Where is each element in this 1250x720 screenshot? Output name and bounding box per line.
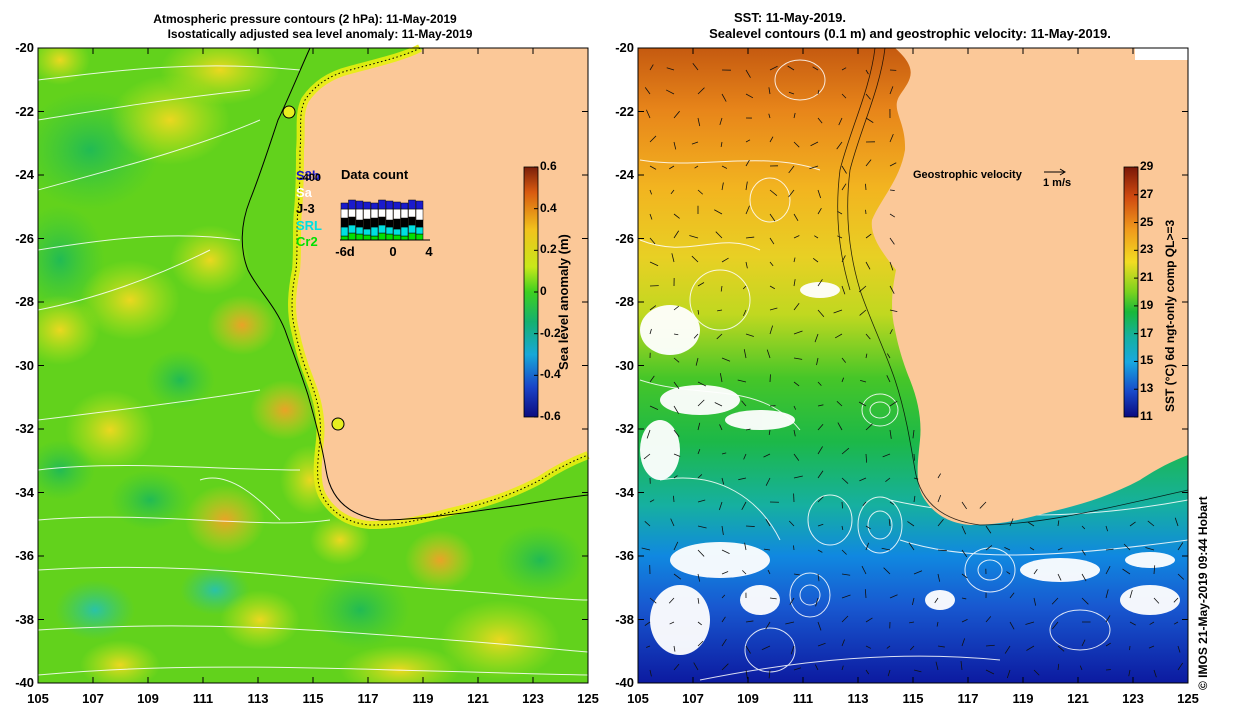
left-x-tick-label: 109 [137,691,159,706]
left-x-tick-label: 125 [577,691,599,706]
right-x-axis [637,48,1189,683]
left-x-tick-label: 111 [192,691,214,706]
right-colorbar-tick: 29 [1140,159,1154,173]
right-map-title-1: SST: 11-May-2019. [733,10,846,25]
left-y-tick-label: -36 [15,548,34,563]
right-x-tick-label: 119 [1012,691,1034,706]
inset-overlap-label: -400 [299,172,322,184]
velocity-legend-label: Geostrophic velocity [913,169,1022,181]
left-colorbar-tick: -0.6 [540,409,561,423]
right-colorbar-tick: 13 [1140,381,1154,396]
right-colorbar-tick: 21 [1140,270,1154,285]
left-map [37,44,590,684]
inset-x-tick-label: 0 [389,244,397,259]
left-x-tick-label: 107 [82,691,104,706]
tide-gauge-marker[interactable] [282,105,296,119]
left-y-tick-label: -24 [15,167,34,182]
right-colorbar-tick: 17 [1140,325,1154,340]
geostrophic-velocity-arrows [641,63,1185,679]
right-y-tick-label: -30 [615,357,634,373]
left-x-tick-label: 119 [412,691,434,706]
left-y-tick-label: -28 [15,294,34,309]
left-map-title-2: Isostatically adjusted sea level anomaly… [167,27,473,41]
right-x-tick-label: 121 [1067,691,1089,706]
right-y-axis [638,47,1188,684]
right-x-tick-label: 115 [902,691,924,706]
inset-legend-cr2: Cr2 [296,234,318,249]
right-x-tick-label: 111 [792,691,814,706]
right-x-tick-label: 107 [682,691,704,706]
left-y-tick-label: -22 [15,103,34,119]
right-y-tick-label: -20 [615,40,634,55]
right-y-tick-label: -32 [615,421,634,436]
inset-legend-srl: SRL [296,217,322,233]
right-colorbar-tick: 25 [1140,214,1154,229]
right-map-title-2: Sealevel contours (0.1 m) and geostrophi… [709,26,1111,41]
right-y-tick-label: -40 [615,675,634,690]
left-y-tick-label: -34 [15,484,34,500]
right-x-tick-label: 105 [627,691,649,706]
left-y-axis [38,47,588,684]
left-x-tick-label: 117 [357,691,379,706]
left-y-tick-label: -38 [15,611,34,627]
imos-credit: © IMOS 21-May-2019 09:44 Hobart [1196,496,1210,690]
right-x-tick-label: 109 [737,691,759,706]
right-y-tick-label: -28 [615,294,634,309]
right-x-tick-label: 123 [1122,691,1144,706]
left-colorbar-tick: 0 [540,284,547,298]
inset-legend-s3b: S3b [296,168,320,183]
sst-colorbar [1123,166,1139,418]
right-y-tick-label: -24 [615,167,634,182]
right-colorbar-tick: 15 [1140,353,1154,368]
left-y-tick-label: -32 [15,421,34,436]
left-colorbar-tick: 0.6 [540,159,557,173]
inset-legend-j-3: J-3 [296,201,315,216]
right-y-tick-label: -34 [615,484,634,500]
right-colorbar-tick: 19 [1140,297,1154,312]
data-count-inset [340,199,430,241]
right-x-tick-label: 117 [957,691,979,706]
right-y-tick-label: -26 [615,230,634,246]
inset-legend-sa: Sa [296,184,312,200]
land-area [292,48,588,525]
left-map-title-1: Atmospheric pressure contours (2 hPa): 1… [153,12,457,26]
right-colorbar-tick: 27 [1140,186,1154,201]
left-colorbar-tick: 0.4 [540,200,557,215]
right-y-tick-label: -38 [615,611,634,627]
left-x-axis [37,48,589,683]
right-y-tick-label: -22 [615,103,634,119]
sst-colorbar-label: SST (°C) 6d ngt-only comp QL>=3 [1163,219,1177,412]
left-colorbar-tick: -0.2 [540,325,561,340]
inset-title: Data count [341,167,409,182]
left-colorbar-tick: -0.4 [540,367,561,382]
right-y-tick-label: -36 [615,548,634,563]
left-x-tick-label: 123 [522,691,544,706]
left-y-tick-label: -40 [15,675,34,690]
left-x-tick-label: 115 [302,691,324,706]
velocity-legend-scale: 1 m/s [1043,177,1072,189]
right-x-tick-label: 113 [847,691,869,706]
left-x-tick-label: 121 [467,691,489,706]
left-y-tick-label: -20 [15,40,34,55]
left-y-tick-label: -30 [15,357,34,373]
inset-x-tick-label: 4 [425,244,433,259]
left-colorbar-tick: 0.2 [540,242,557,257]
right-x-tick-label: 125 [1177,691,1199,706]
right-colorbar-tick: 11 [1140,409,1153,423]
inset-x-tick-label: -6d [335,244,355,259]
right-colorbar-tick: 23 [1140,242,1154,257]
sla-colorbar [523,166,539,418]
tide-gauge-marker[interactable] [331,417,345,431]
left-y-tick-label: -26 [15,230,34,246]
left-x-tick-label: 105 [27,691,49,706]
right-land-area [871,48,1188,525]
left-x-tick-label: 113 [247,691,269,706]
